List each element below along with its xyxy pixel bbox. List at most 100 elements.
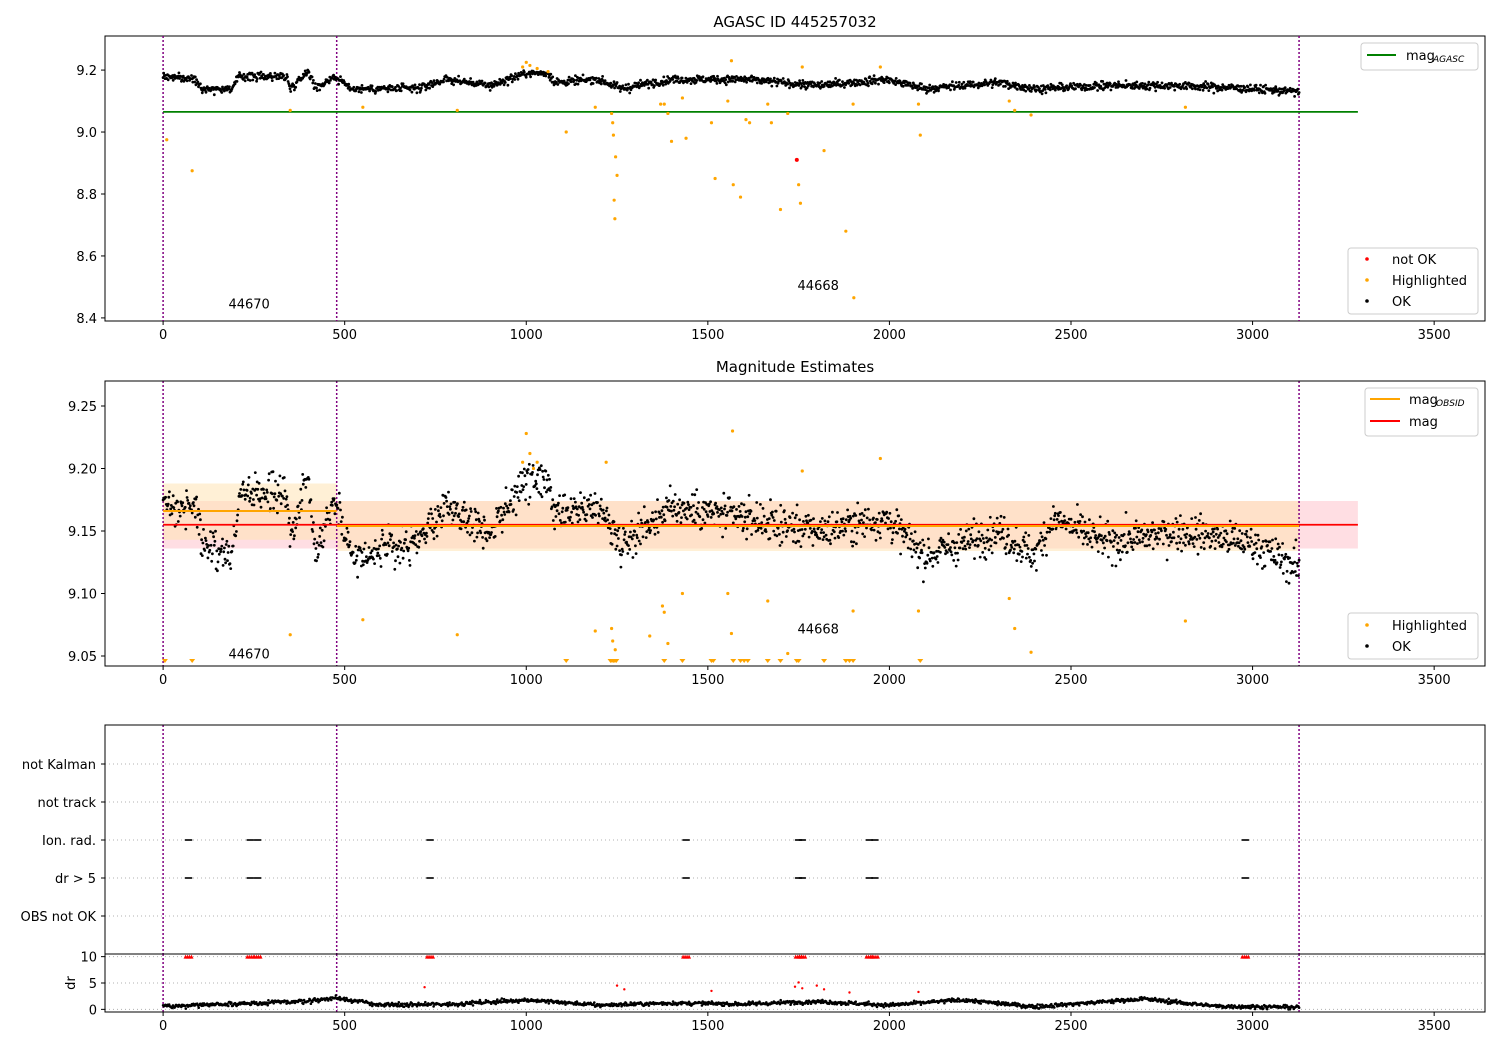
ok-point — [545, 490, 548, 494]
ok-point — [649, 529, 652, 532]
ok-point — [195, 495, 199, 499]
ok-point — [795, 503, 799, 507]
ok-point — [1225, 532, 1229, 536]
ok-point — [1206, 532, 1210, 535]
ok-point — [330, 500, 334, 504]
ok-point — [505, 504, 508, 508]
x-tick-label: 0 — [159, 328, 167, 343]
ok-point — [188, 504, 192, 508]
ok-point — [1103, 534, 1107, 538]
ok-point — [1230, 530, 1234, 534]
highlighted-point — [851, 102, 855, 106]
ok-point — [373, 562, 376, 565]
ok-point — [275, 498, 279, 502]
ok-point — [461, 505, 465, 509]
ok-point — [1175, 520, 1179, 524]
ok-point — [509, 77, 512, 80]
ok-point — [1216, 536, 1220, 539]
ok-point — [797, 540, 801, 543]
ok-point — [1264, 539, 1268, 543]
ok-point — [204, 536, 207, 540]
ok-point — [775, 534, 779, 538]
ok-point — [627, 82, 630, 86]
ok-point — [1101, 80, 1105, 83]
ok-point — [454, 511, 457, 515]
ok-point — [731, 79, 735, 83]
ok-point — [664, 82, 668, 86]
ok-point — [448, 505, 452, 508]
ok-point — [1136, 542, 1139, 545]
ok-point — [339, 508, 342, 512]
obsid-label: 44668 — [798, 622, 839, 637]
ok-point — [272, 506, 275, 510]
ok-point — [541, 469, 544, 473]
ok-point — [1262, 551, 1266, 554]
ok-point — [164, 495, 168, 499]
ok-point — [447, 490, 450, 494]
ok-point — [682, 509, 685, 513]
ok-point — [596, 501, 599, 504]
ok-point — [832, 530, 836, 534]
ok-point — [783, 509, 786, 512]
ok-point — [889, 526, 892, 530]
ok-point — [505, 75, 509, 79]
ok-point — [1204, 80, 1207, 83]
ok-point — [442, 77, 446, 81]
ok-point — [613, 528, 617, 531]
ok-point — [503, 502, 507, 506]
ok-point — [1141, 540, 1144, 544]
ok-point — [209, 543, 213, 547]
ok-point — [1131, 548, 1135, 551]
ok-point — [1088, 84, 1092, 87]
ok-point — [419, 530, 423, 533]
legend-label: not OK — [1392, 253, 1437, 268]
ok-point — [1041, 553, 1045, 557]
clipped-point-marker — [710, 659, 717, 663]
ok-point — [605, 506, 609, 510]
legend-label: mag — [1406, 49, 1435, 64]
ok-point — [502, 83, 506, 87]
ok-point — [1208, 536, 1211, 540]
ok-point — [1012, 547, 1016, 551]
ok-point — [242, 72, 246, 76]
ok-point — [575, 78, 579, 82]
ok-point — [1268, 540, 1272, 544]
ok-point — [1100, 538, 1104, 542]
ok-point — [380, 537, 383, 541]
ok-point — [1293, 570, 1297, 573]
ok-point — [770, 84, 774, 88]
ok-point — [1198, 536, 1202, 540]
ok-point — [329, 79, 332, 82]
ok-point — [522, 485, 526, 488]
ok-point — [427, 83, 431, 86]
ok-point — [353, 561, 357, 565]
ok-point — [1040, 92, 1044, 96]
ok-point — [893, 79, 897, 83]
ok-point — [196, 80, 200, 84]
ok-point — [1057, 514, 1060, 517]
ok-point — [212, 93, 216, 97]
ok-point — [999, 514, 1003, 518]
ok-point — [610, 532, 613, 535]
ok-point — [862, 521, 865, 525]
ok-point — [1044, 537, 1048, 541]
ok-point — [717, 515, 721, 518]
ok-point — [255, 493, 258, 497]
ok-point — [786, 529, 789, 532]
ok-point — [390, 533, 394, 537]
ok-point — [887, 517, 890, 520]
ok-point — [185, 79, 189, 83]
ok-point — [916, 566, 920, 570]
ok-point — [1160, 529, 1163, 533]
ok-point — [449, 502, 453, 506]
ok-point — [872, 74, 876, 77]
ok-point — [987, 548, 991, 552]
ok-point — [793, 530, 796, 534]
ok-point — [1182, 87, 1186, 90]
ok-point — [402, 541, 406, 545]
ok-point — [168, 490, 171, 494]
ok-point — [449, 507, 452, 511]
highlighted-point — [730, 429, 735, 433]
